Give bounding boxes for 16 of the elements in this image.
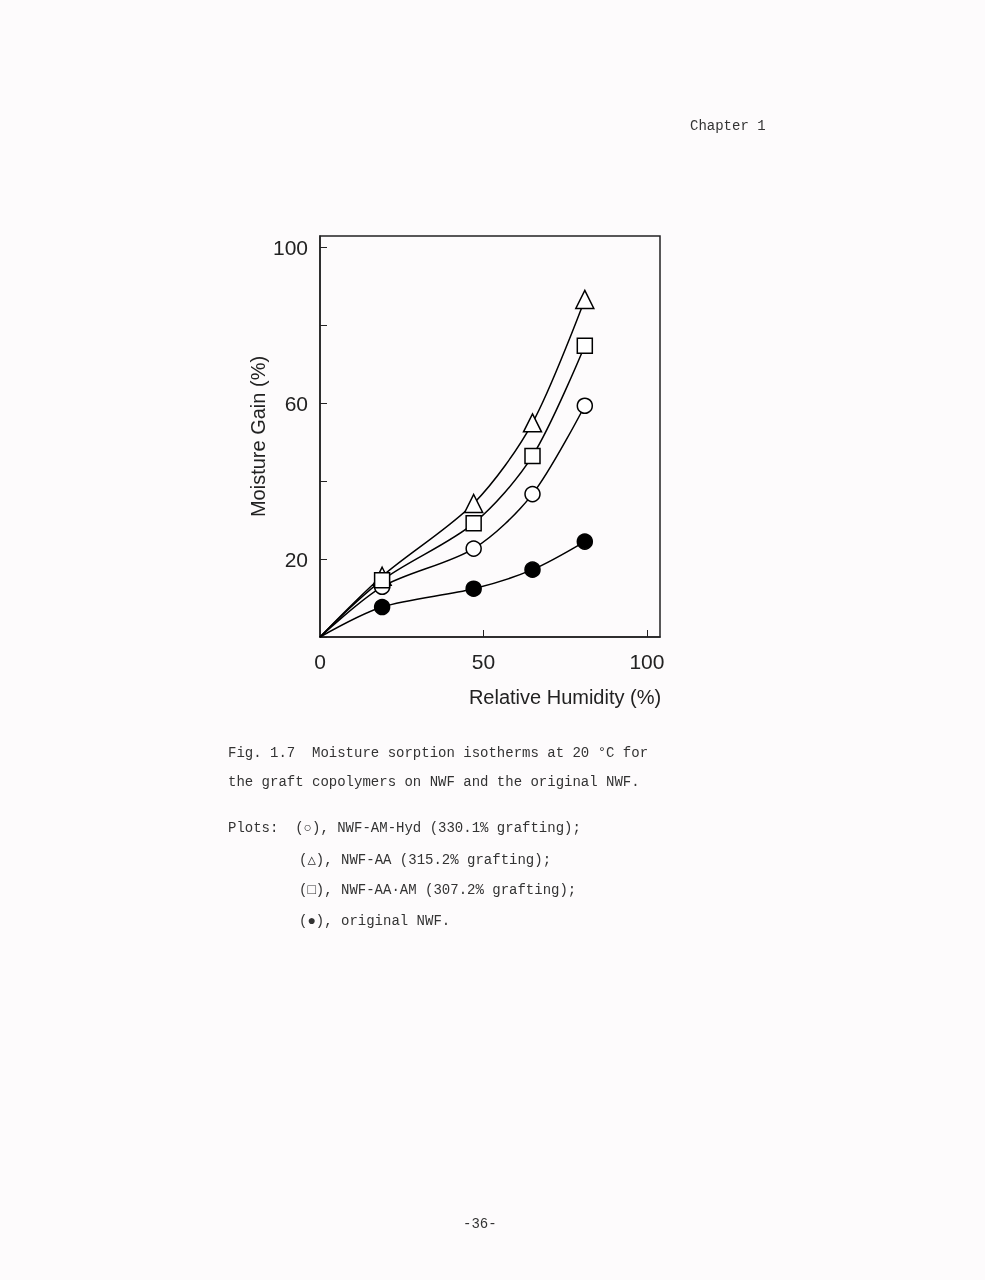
text: Chapter 1 — [690, 118, 766, 134]
text: Plots: (○), NWF-AM-Hyd (330.1% grafting); — [228, 820, 581, 836]
y-tick-label: 100 — [272, 236, 308, 260]
x-axis-title: Relative Humidity (%) — [468, 686, 662, 708]
y-tick-label: 20 — [284, 547, 308, 571]
text: (●), original NWF. — [299, 913, 451, 929]
x-tick-label: 50 — [471, 650, 496, 673]
y-axis-title: Moisture Gain (%) — [247, 355, 269, 518]
x-tick-label: 100 — [629, 650, 665, 673]
text: -36- — [463, 1216, 497, 1232]
text: (△), NWF-AA (315.2% grafting); — [299, 851, 552, 868]
y-tick-label: 60 — [284, 391, 308, 415]
caption: Fig. 1.7 Moisture sorption isotherms at 20 °C for — [228, 745, 649, 761]
text: the graft copolymers on NWF and the original NWF. — [228, 774, 640, 790]
text: (□), NWF-AA·AM (307.2% grafting); — [299, 882, 577, 898]
x-tick-label: 0 — [314, 650, 326, 673]
